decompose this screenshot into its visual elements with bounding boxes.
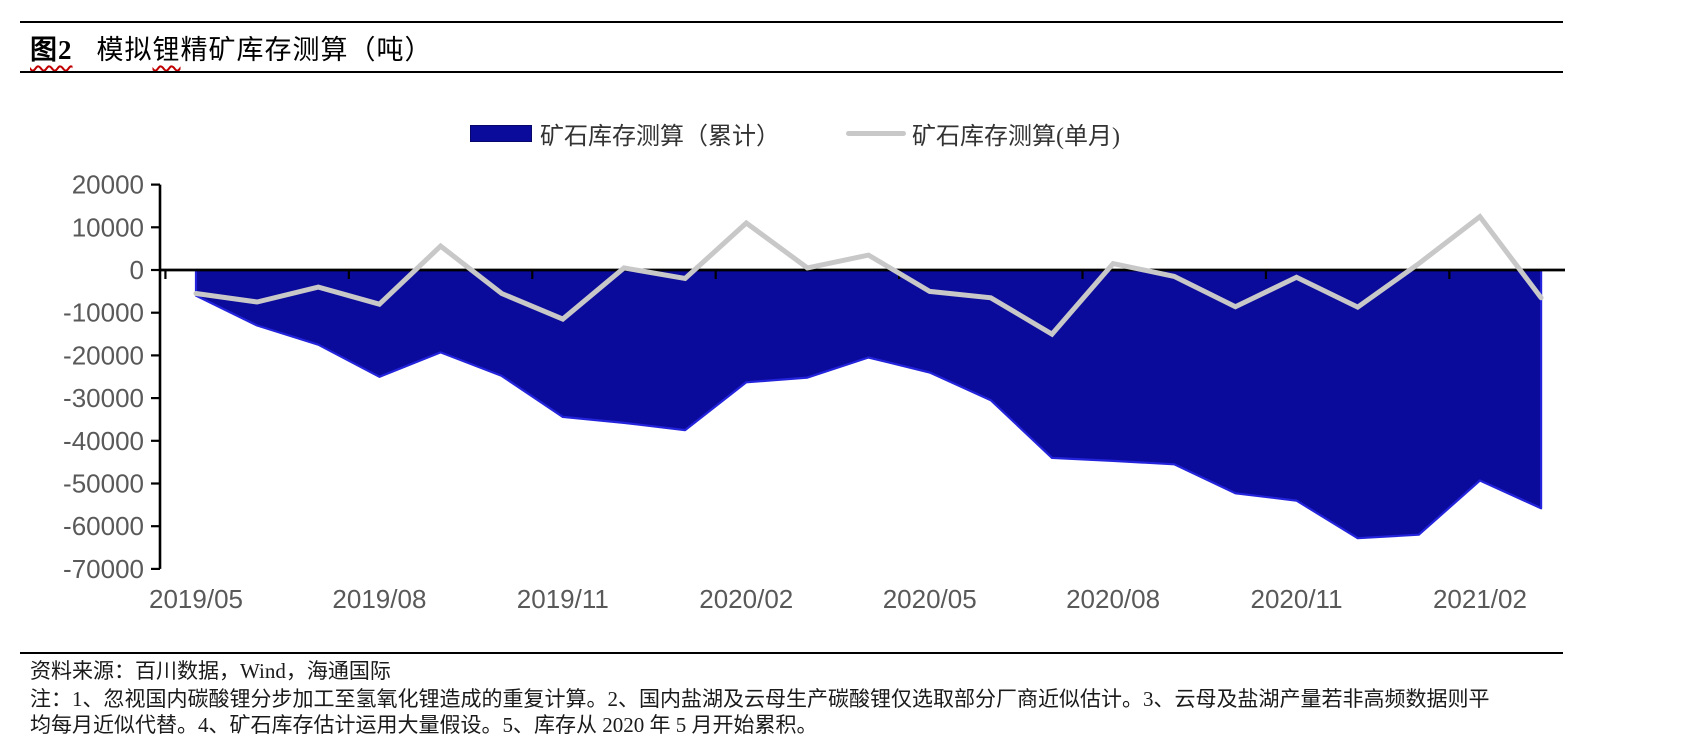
title-text-post: 精矿库存测算（吨） <box>180 35 433 65</box>
y-tick-label: -20000 <box>63 340 144 370</box>
footer-rule <box>20 652 1563 654</box>
y-tick-label: -40000 <box>63 426 144 456</box>
y-tick-label: -30000 <box>63 383 144 413</box>
source-note: 资料来源：百川数据，Wind，海通国际 <box>30 659 391 683</box>
x-tick-label: 2019/11 <box>517 584 609 614</box>
y-tick-label: 0 <box>130 255 144 285</box>
x-tick-label: 2019/08 <box>332 584 426 614</box>
figure-number: 图2 <box>30 35 73 65</box>
y-tick-label: 20000 <box>72 170 144 200</box>
title-text-pre: 模拟 <box>96 35 153 65</box>
title-text-wavy: 锂 <box>152 35 181 65</box>
monthly-line-swatch <box>846 131 906 136</box>
chart-footer: 资料来源：百川数据，Wind，海通国际 注：1、忽视国内碳酸锂分步加工至氢氧化锂… <box>30 658 1565 739</box>
notes-line-1: 注：1、忽视国内碳酸锂分步加工至氢氧化锂造成的重复计算。2、国内盐湖及云母生产碳… <box>30 686 1490 711</box>
legend-item-monthly: 矿石库存测算(单月) <box>846 116 1120 151</box>
y-tick-label: -10000 <box>63 298 144 328</box>
x-tick-label: 2020/05 <box>883 584 977 614</box>
y-tick-label: -60000 <box>63 511 144 541</box>
legend-label-monthly: 矿石库存测算(单月) <box>912 124 1120 150</box>
chart-legend: 矿石库存测算（累计） 矿石库存测算(单月) <box>470 116 1120 151</box>
x-tick-label: 2019/05 <box>149 584 243 614</box>
y-tick-label: -50000 <box>63 469 144 499</box>
cumulative-area-swatch <box>470 125 532 142</box>
legend-label-cumulative: 矿石库存测算（累计） <box>540 124 780 150</box>
x-tick-label: 2020/02 <box>699 584 793 614</box>
x-tick-label: 2020/11 <box>1250 584 1342 614</box>
title-bottom-rule <box>20 71 1563 73</box>
top-rule <box>20 21 1563 23</box>
monthly-line-series <box>193 213 1544 338</box>
figure-title: 图2 模拟锂精矿库存测算（吨） <box>30 28 433 67</box>
legend-item-cumulative: 矿石库存测算（累计） <box>470 116 780 151</box>
notes-line-2: 均每月近似代替。4、矿石库存估计运用大量假设。5、库存从 2020 年 5 月开… <box>30 713 818 737</box>
cumulative-area-fill <box>196 270 1542 539</box>
y-tick-label: -70000 <box>63 554 144 584</box>
x-tick-label: 2020/08 <box>1066 584 1160 614</box>
y-tick-label: 10000 <box>72 212 144 242</box>
cumulative-area-edge <box>194 270 1543 540</box>
x-tick-label: 2021/02 <box>1433 584 1527 614</box>
